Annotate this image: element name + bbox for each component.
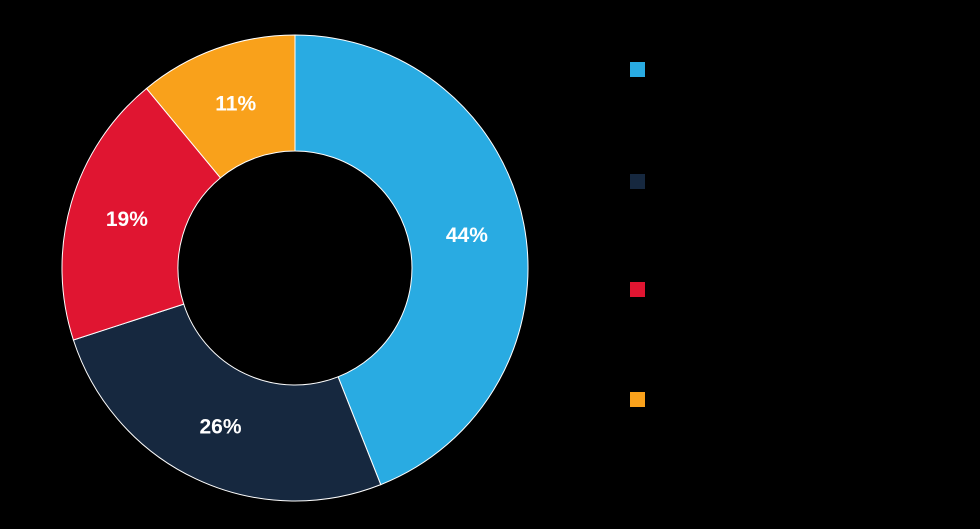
legend-item-1 — [630, 174, 645, 189]
legend-swatch-icon — [630, 62, 645, 77]
donut-slice-3 — [145, 34, 296, 179]
slice-percentage-label-0: 44% — [446, 224, 488, 247]
legend-swatch-icon — [630, 282, 645, 297]
donut-slice-2 — [61, 87, 222, 341]
donut-slice-0 — [294, 34, 529, 486]
slice-percentage-label-3: 11% — [215, 92, 256, 115]
legend-item-3 — [630, 392, 645, 407]
donut-chart: 44% 26% 19% 11% — [61, 34, 529, 502]
legend-swatch-icon — [630, 174, 645, 189]
donut-slice-1 — [72, 303, 382, 502]
donut-chart-svg: 44% 26% 19% 11% — [61, 34, 529, 502]
slice-percentage-label-1: 26% — [199, 415, 241, 438]
legend-swatch-icon — [630, 392, 645, 407]
slice-percentage-label-2: 19% — [106, 208, 148, 231]
legend-item-0 — [630, 62, 645, 77]
legend-item-2 — [630, 282, 645, 297]
chart-legend — [630, 0, 970, 524]
